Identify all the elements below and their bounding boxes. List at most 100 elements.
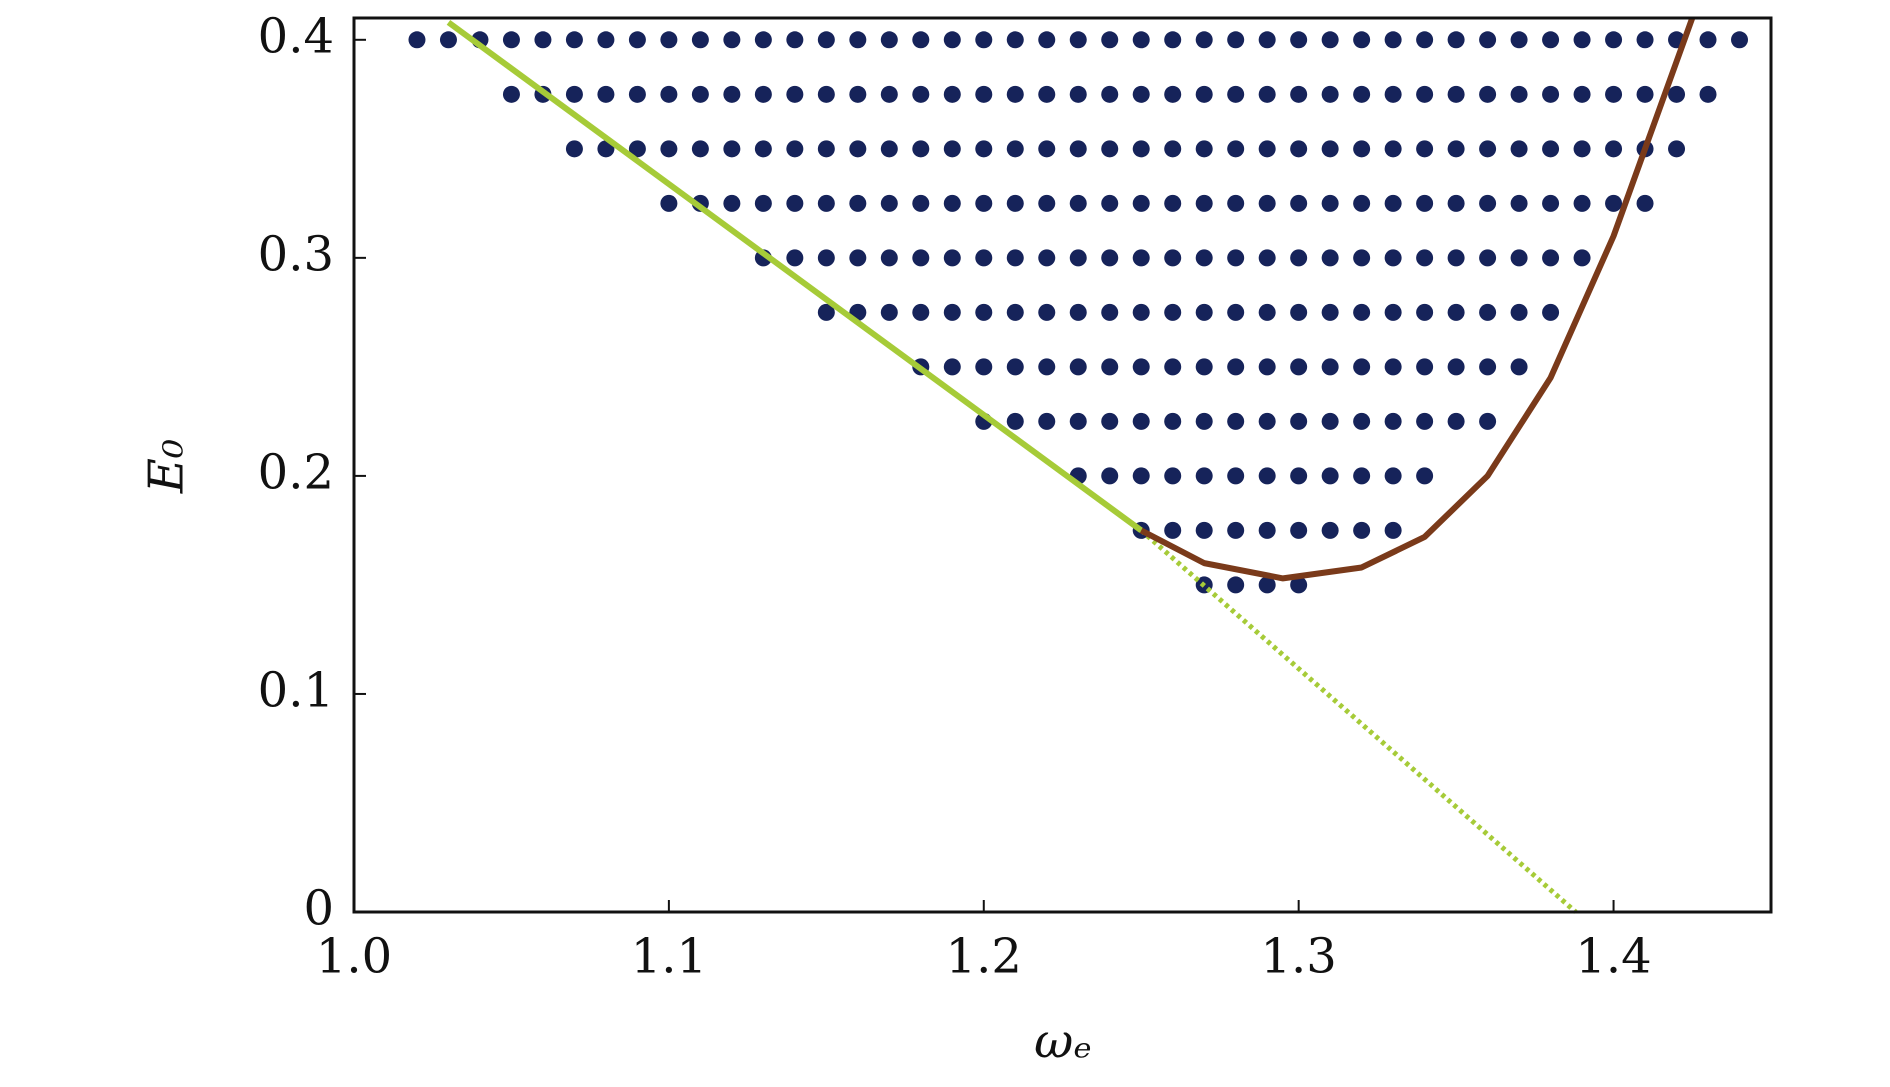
point bbox=[628, 85, 646, 103]
point bbox=[1447, 303, 1465, 321]
point bbox=[1101, 358, 1119, 376]
point bbox=[1353, 140, 1371, 158]
point bbox=[597, 31, 615, 49]
point bbox=[880, 249, 898, 267]
point bbox=[1038, 85, 1056, 103]
point bbox=[1195, 521, 1213, 539]
point bbox=[849, 249, 867, 267]
x-tick-label: 1.4 bbox=[1575, 929, 1651, 985]
point bbox=[1258, 521, 1276, 539]
point bbox=[1321, 249, 1339, 267]
point bbox=[786, 249, 804, 267]
point bbox=[1447, 31, 1465, 49]
point bbox=[1353, 249, 1371, 267]
point bbox=[1101, 467, 1119, 485]
point bbox=[1416, 31, 1434, 49]
x-axis-label: ωₑ bbox=[1034, 1014, 1092, 1070]
y-tick-label: 0.4 bbox=[258, 8, 334, 64]
point bbox=[1321, 521, 1339, 539]
point bbox=[1353, 85, 1371, 103]
point bbox=[1258, 31, 1276, 49]
point bbox=[1006, 412, 1024, 430]
point bbox=[1416, 140, 1434, 158]
x-tick-label: 1.0 bbox=[316, 929, 392, 985]
point bbox=[1258, 194, 1276, 212]
point bbox=[1699, 85, 1717, 103]
point bbox=[1384, 249, 1402, 267]
point bbox=[1384, 31, 1402, 49]
point bbox=[565, 85, 583, 103]
point bbox=[1227, 249, 1245, 267]
point bbox=[849, 85, 867, 103]
point bbox=[1227, 85, 1245, 103]
point bbox=[1006, 85, 1024, 103]
point bbox=[1101, 412, 1119, 430]
point bbox=[817, 303, 835, 321]
y-axis-label: E₀ bbox=[139, 439, 195, 494]
point bbox=[660, 140, 678, 158]
point bbox=[1101, 140, 1119, 158]
point bbox=[660, 194, 678, 212]
point bbox=[1290, 249, 1308, 267]
x-tick-label: 1.3 bbox=[1260, 929, 1336, 985]
point bbox=[1227, 576, 1245, 594]
point bbox=[1605, 31, 1623, 49]
point bbox=[1479, 303, 1497, 321]
point bbox=[817, 85, 835, 103]
point bbox=[691, 140, 709, 158]
point bbox=[1227, 140, 1245, 158]
point bbox=[1384, 467, 1402, 485]
point bbox=[1384, 85, 1402, 103]
point bbox=[1290, 194, 1308, 212]
point bbox=[1447, 412, 1465, 430]
point bbox=[1227, 521, 1245, 539]
point bbox=[1258, 467, 1276, 485]
point bbox=[1353, 412, 1371, 430]
point bbox=[1006, 140, 1024, 158]
point bbox=[1164, 249, 1182, 267]
point bbox=[565, 31, 583, 49]
point bbox=[817, 31, 835, 49]
point bbox=[691, 31, 709, 49]
point bbox=[1258, 576, 1276, 594]
point bbox=[1447, 358, 1465, 376]
point bbox=[1227, 303, 1245, 321]
point bbox=[1195, 303, 1213, 321]
point bbox=[880, 303, 898, 321]
point bbox=[1416, 85, 1434, 103]
point bbox=[1101, 194, 1119, 212]
point bbox=[723, 194, 741, 212]
point bbox=[1132, 467, 1150, 485]
point bbox=[1384, 140, 1402, 158]
point bbox=[975, 85, 993, 103]
point bbox=[880, 31, 898, 49]
point bbox=[849, 31, 867, 49]
point bbox=[1258, 412, 1276, 430]
point bbox=[1353, 194, 1371, 212]
y-tick-label: 0.2 bbox=[258, 444, 334, 500]
point bbox=[1447, 249, 1465, 267]
point bbox=[1006, 358, 1024, 376]
point bbox=[1290, 576, 1308, 594]
point bbox=[1227, 194, 1245, 212]
point bbox=[1353, 303, 1371, 321]
point bbox=[1290, 521, 1308, 539]
point bbox=[1195, 140, 1213, 158]
point bbox=[1101, 303, 1119, 321]
point bbox=[1006, 194, 1024, 212]
point bbox=[1290, 303, 1308, 321]
point bbox=[534, 31, 552, 49]
point bbox=[1195, 467, 1213, 485]
point bbox=[1668, 85, 1686, 103]
point bbox=[912, 303, 930, 321]
point bbox=[1510, 358, 1528, 376]
point bbox=[1384, 521, 1402, 539]
point bbox=[912, 85, 930, 103]
x-tick-label: 1.1 bbox=[631, 929, 707, 985]
point bbox=[1164, 194, 1182, 212]
point bbox=[1510, 249, 1528, 267]
point bbox=[1069, 358, 1087, 376]
point bbox=[1164, 358, 1182, 376]
point bbox=[1542, 31, 1560, 49]
point bbox=[1038, 358, 1056, 376]
